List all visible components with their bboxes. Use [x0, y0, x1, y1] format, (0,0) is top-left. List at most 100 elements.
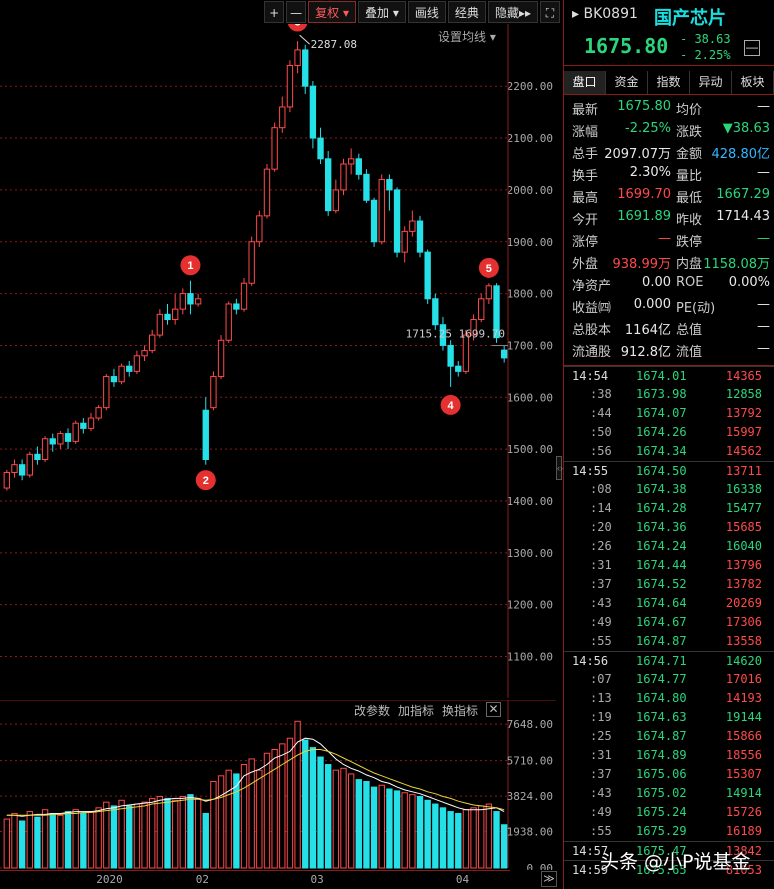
- fullscreen-icon[interactable]: ⛶: [540, 1, 560, 23]
- candle-body: [447, 344, 454, 367]
- close-icon[interactable]: ✕: [486, 702, 502, 717]
- stat-label: 涨跌: [676, 125, 703, 140]
- volume-bar: [500, 824, 508, 869]
- candle-body: [217, 339, 225, 378]
- volume-bar: [26, 811, 33, 869]
- tick-price: 1675.47: [636, 844, 687, 858]
- tab-bankuai[interactable]: 板块: [732, 71, 774, 94]
- kline-main-chart[interactable]: 2200.00 2100.00 2000.00 1900.00 1800.00 1700.…: [0, 24, 556, 698]
- stat-row: 涨幅 -2.25% 涨跌 ▼38.63: [564, 119, 774, 141]
- tick-volume: 13792: [725, 406, 762, 420]
- stat-label: 外盘: [572, 257, 599, 272]
- zoom-out-button[interactable]: —: [286, 1, 307, 23]
- volume-chart[interactable]: 7648.00 5710.00 3824.00 1938.00 0.00: [0, 700, 556, 870]
- stat-label: 金额: [676, 147, 703, 162]
- candle-body: [3, 471, 11, 489]
- tick-list[interactable]: 14:54 1674.01 14365:38 1673.98 12858:44 1674.…: [564, 365, 774, 879]
- zoom-in-button[interactable]: +: [264, 1, 285, 23]
- volume-bar: [41, 809, 49, 869]
- ma5-line: [6, 737, 505, 817]
- candle-body: [325, 158, 332, 212]
- candle-body: [57, 433, 64, 445]
- tick-volume: 13796: [725, 558, 762, 572]
- tick-price: 1675.65: [636, 863, 687, 877]
- candle-body: [286, 64, 294, 108]
- draw-line-button[interactable]: 画线: [407, 1, 446, 23]
- tab-zhishu[interactable]: 指数: [648, 71, 690, 94]
- tab-zijin[interactable]: 资金: [606, 71, 648, 94]
- tick-time: 14:57: [572, 844, 609, 858]
- tick-volume: 14914: [725, 786, 762, 800]
- volume-bar: [485, 803, 493, 869]
- candle-body: [340, 163, 347, 191]
- dropdown-arrow-icon: ▾: [343, 6, 350, 20]
- volume-bar: [355, 779, 362, 869]
- tick-price: 1674.26: [636, 425, 687, 439]
- stat-row: 净资产 0.00 ROE 0.00%: [564, 273, 774, 295]
- stat-value: 1164亿: [624, 323, 671, 338]
- add-indicator-button[interactable]: 加指标: [398, 704, 435, 718]
- hide-button[interactable]: 隐藏▸▸: [487, 1, 538, 23]
- x-tick-label: 02: [195, 873, 209, 886]
- overlay-dropdown[interactable]: 叠加 ▾: [358, 1, 406, 23]
- switch-indicator-button[interactable]: 换指标: [442, 704, 479, 718]
- setup-ma-dropdown[interactable]: 设置均线 ▾: [438, 30, 496, 44]
- tick-price: 1675.24: [636, 805, 687, 819]
- candle-body: [432, 298, 439, 326]
- stat-label: 流值: [676, 345, 703, 360]
- tab-yidong[interactable]: 异动: [690, 71, 732, 94]
- marker-number: 5: [486, 263, 492, 275]
- volume-bar: [325, 764, 332, 869]
- marker-badge: [180, 255, 201, 276]
- ma10-line: [6, 749, 505, 816]
- minimize-button[interactable]: —: [744, 40, 760, 56]
- tick-row: :08 1674.38 16338: [564, 480, 774, 499]
- dropdown-arrow-icon[interactable]: ▸: [572, 6, 584, 22]
- candle-body: [34, 453, 41, 461]
- tick-time: 14:54: [572, 369, 609, 383]
- candle-body: [18, 464, 26, 476]
- y-tick-label: 2100.00: [507, 132, 553, 145]
- tick-row: :43 1674.64 20269: [564, 594, 774, 613]
- tab-pankou[interactable]: 盘口: [564, 71, 606, 94]
- stat-value: 0.00%: [728, 275, 770, 290]
- candle-body: [294, 49, 301, 66]
- candle-body: [202, 409, 209, 461]
- tick-price: 1674.44: [636, 558, 687, 572]
- tick-price: 1674.28: [636, 501, 687, 515]
- stat-value: 1675.80: [617, 99, 671, 114]
- price-change: - 38.63: [680, 32, 731, 46]
- fuquan-dropdown[interactable]: 复权 ▾: [308, 1, 357, 23]
- marker-number: 1: [187, 260, 193, 272]
- tick-time: :26: [590, 539, 612, 553]
- volume-bar: [340, 767, 347, 869]
- tick-price: 1674.01: [636, 369, 687, 383]
- kline-chart-panel[interactable]: + — 复权 ▾ 叠加 ▾ 画线 经典 隐藏▸▸ ⛶ 设置均线 ▾ 2200.0…: [0, 0, 563, 889]
- candle-body: [26, 453, 33, 476]
- tick-price: 1675.29: [636, 824, 687, 838]
- classic-button[interactable]: 经典: [447, 1, 486, 23]
- volume-bar: [133, 803, 141, 869]
- change-params-button[interactable]: 改参数: [354, 704, 391, 718]
- stat-label: 最低: [676, 191, 703, 206]
- scroll-right-button[interactable]: ≫: [541, 871, 557, 887]
- double-arrow-right-icon: ▸▸: [518, 6, 531, 20]
- volume-bar: [470, 807, 477, 869]
- stat-row: 总手 2097.07万 金额 428.80亿: [564, 141, 774, 163]
- stat-value: 2.30%: [629, 165, 671, 180]
- volume-bar: [462, 809, 470, 869]
- y-tick-label: 1800.00: [507, 288, 553, 301]
- stat-label: 量比: [676, 169, 703, 184]
- stat-label: 今开: [572, 213, 599, 228]
- tick-row: :31 1674.44 13796: [564, 556, 774, 575]
- volume-bar: [447, 811, 454, 869]
- stat-row: 今开 1691.89 昨收 1714.43: [564, 207, 774, 229]
- panel-splitter-handle[interactable]: ‹›: [556, 456, 563, 480]
- stat-value: 0.000: [633, 297, 671, 312]
- stat-value: —: [757, 341, 770, 356]
- marker-number: 3: [295, 24, 301, 29]
- volume-bar: [286, 737, 294, 869]
- stat-label: 内盘: [676, 257, 703, 272]
- stat-value: 428.80亿: [711, 147, 771, 162]
- candle-body: [401, 230, 408, 253]
